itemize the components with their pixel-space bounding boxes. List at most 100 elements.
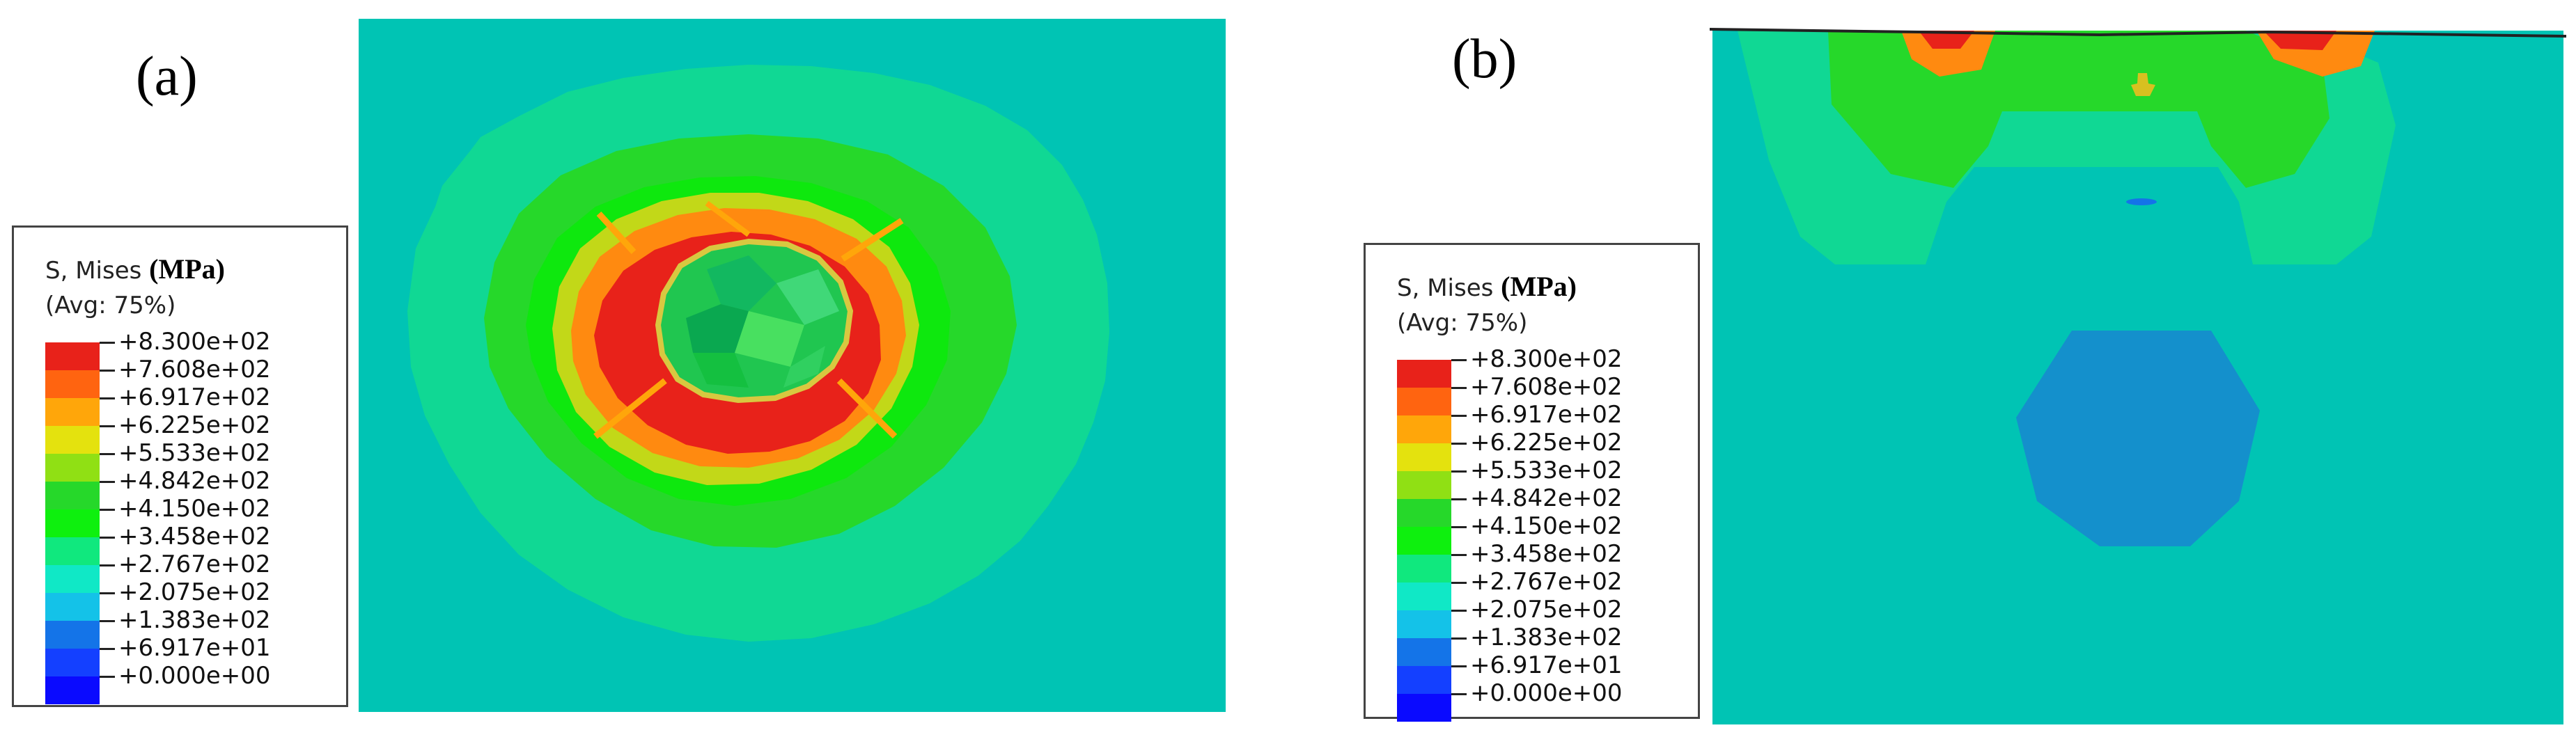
indentation-facet xyxy=(783,346,825,388)
legend-tick xyxy=(100,425,115,427)
legend-level-value: +3.458e+02 xyxy=(1470,540,1623,568)
legend-panel-a: S, Mises (MPa) (Avg: 75%) +8.300e+02 +7.6… xyxy=(12,225,348,707)
legend-tick xyxy=(1451,470,1467,473)
legend-tick xyxy=(100,592,115,594)
legend-panel-b: S, Mises (MPa) (Avg: 75%) +8.300e+02 +7.6… xyxy=(1364,243,1700,722)
legend-tick xyxy=(1451,498,1467,500)
legend-title: S, Mises (MPa) xyxy=(45,253,225,285)
legend-tick xyxy=(100,509,115,511)
legend-level-value: +3.458e+02 xyxy=(118,523,271,550)
legend-swatch xyxy=(1397,443,1451,471)
legend-tick xyxy=(1451,359,1467,361)
legend-tick xyxy=(1451,387,1467,389)
legend-swatch xyxy=(1397,610,1451,638)
legend-tick xyxy=(100,676,115,678)
legend-level-value: +4.150e+02 xyxy=(118,495,271,523)
legend-tick xyxy=(1451,554,1467,556)
indentation-facet xyxy=(735,311,804,367)
legend-swatch xyxy=(1397,388,1451,415)
legend-swatch xyxy=(45,454,100,482)
indentation-facet xyxy=(776,269,839,325)
legend-swatch xyxy=(45,398,100,426)
legend-swatch xyxy=(45,565,100,593)
legend-level-value: +4.842e+02 xyxy=(118,467,271,495)
legend-level-value: +8.300e+02 xyxy=(1470,345,1623,373)
indentation-facet xyxy=(693,353,749,388)
subsurface-void xyxy=(2126,198,2157,205)
legend-swatch xyxy=(45,649,100,676)
legend-swatch xyxy=(1397,360,1451,388)
legend-tick xyxy=(1451,443,1467,445)
legend-swatch xyxy=(1397,666,1451,694)
legend-level-value: +6.917e+02 xyxy=(1470,401,1623,429)
legend-unit: (MPa) xyxy=(1501,271,1577,302)
legend-level-value: +5.533e+02 xyxy=(118,439,271,467)
subsurface-marker xyxy=(2131,73,2155,96)
legend-tick xyxy=(1451,415,1467,417)
legend-level-value: +2.075e+02 xyxy=(1470,596,1623,624)
low-stress-zone xyxy=(2016,331,2260,546)
legend-swatch xyxy=(45,593,100,621)
legend-level-value: +6.917e+02 xyxy=(118,383,271,411)
legend-level-value: +4.150e+02 xyxy=(1470,512,1623,540)
crack-band xyxy=(593,378,667,439)
left-contact-stress-core xyxy=(1919,31,1974,49)
legend-tick xyxy=(100,397,115,399)
legend-tick xyxy=(100,481,115,483)
crack-band xyxy=(705,200,751,237)
legend-tick xyxy=(1451,693,1467,695)
legend-swatch xyxy=(1397,555,1451,583)
legend-swatch xyxy=(45,426,100,454)
contour-plot-a xyxy=(359,19,1226,712)
legend-level-value: +7.608e+02 xyxy=(1470,373,1623,401)
legend-tick xyxy=(1451,582,1467,584)
legend-tick xyxy=(1451,610,1467,612)
legend-level-value: +6.225e+02 xyxy=(1470,429,1623,457)
legend-level-value: +6.225e+02 xyxy=(118,411,271,439)
legend-level-value: +1.383e+02 xyxy=(118,606,271,634)
legend-level-value: +4.842e+02 xyxy=(1470,484,1623,512)
legend-level-value: +7.608e+02 xyxy=(118,356,271,383)
legend-level-value: +2.075e+02 xyxy=(118,578,271,606)
legend-tick xyxy=(100,648,115,650)
legend-swatch xyxy=(45,621,100,649)
legend-level-value: +6.917e+01 xyxy=(1470,651,1623,679)
left-contact-stress-lobe xyxy=(1901,31,1995,77)
crack-band xyxy=(841,218,904,262)
legend-level-value: +0.000e+00 xyxy=(1470,679,1623,707)
legend-averaging: (Avg: 75%) xyxy=(1397,309,1528,337)
crack-band xyxy=(596,211,637,255)
legend-tick xyxy=(1451,637,1467,640)
legend-level-value: +0.000e+00 xyxy=(118,662,271,690)
crack-band xyxy=(836,378,898,439)
legend-swatch xyxy=(1397,638,1451,666)
legend-level-value: +6.917e+01 xyxy=(118,634,271,662)
right-contact-stress-core xyxy=(2263,31,2336,50)
legend-tick xyxy=(100,620,115,622)
contour-plot-b xyxy=(1710,28,2566,724)
legend-swatch xyxy=(45,342,100,370)
deformed-surface xyxy=(1710,28,2566,38)
legend-title: S, Mises (MPa) xyxy=(1397,271,1577,302)
legend-swatch xyxy=(45,676,100,704)
legend-swatch xyxy=(1397,583,1451,610)
panel-label-b: (b) xyxy=(1452,29,1517,90)
legend-level-value: +5.533e+02 xyxy=(1470,457,1623,484)
legend-level-value: +8.300e+02 xyxy=(118,328,271,356)
legend-level-value: +2.767e+02 xyxy=(118,550,271,578)
legend-level-value: +1.383e+02 xyxy=(1470,624,1623,651)
legend-swatch xyxy=(1397,415,1451,443)
legend-tick xyxy=(100,537,115,539)
legend-tick xyxy=(100,342,115,344)
legend-tick xyxy=(100,453,115,455)
legend-swatch xyxy=(45,509,100,537)
indentation-facet xyxy=(686,304,749,353)
legend-swatch xyxy=(45,370,100,398)
legend-swatch xyxy=(45,482,100,509)
legend-level-value: +2.767e+02 xyxy=(1470,568,1623,596)
legend-tick xyxy=(100,564,115,566)
legend-swatch xyxy=(1397,471,1451,499)
legend-swatch xyxy=(45,537,100,565)
panel-label-a: (a) xyxy=(136,46,198,107)
legend-unit: (MPa) xyxy=(149,253,225,285)
